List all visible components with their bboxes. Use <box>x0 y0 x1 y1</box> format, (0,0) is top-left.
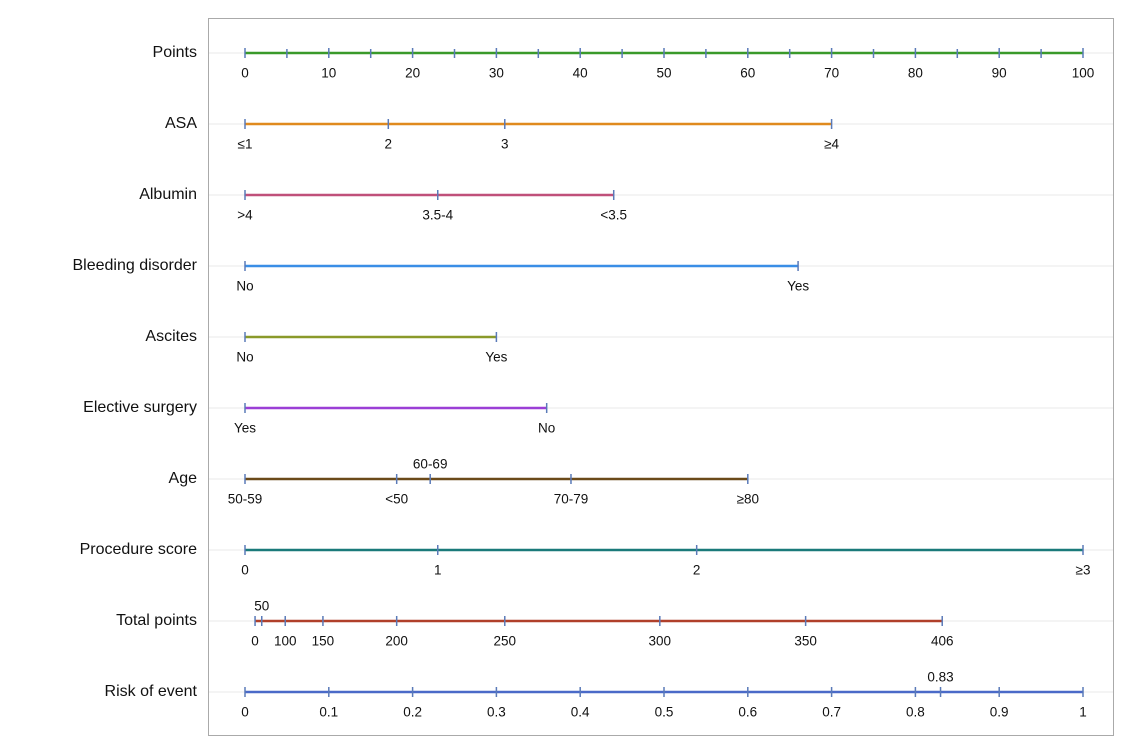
frame <box>208 18 1114 736</box>
tick-label: 0.3 <box>487 705 506 720</box>
level-label: No <box>538 421 555 436</box>
level-label: 406 <box>931 634 954 649</box>
tick-label: 90 <box>992 66 1007 81</box>
level-label: Yes <box>485 350 507 365</box>
tick-label: 0.6 <box>738 705 757 720</box>
row-label: Bleeding disorder <box>72 257 197 274</box>
level-label: 0 <box>251 634 259 649</box>
level-label: >4 <box>237 208 253 223</box>
tick-label: 0 <box>241 66 249 81</box>
level-label: 2 <box>385 137 393 152</box>
level-label: ≥3 <box>1076 563 1091 578</box>
level-label: 350 <box>794 634 817 649</box>
level-label: 60-69 <box>413 457 448 472</box>
row-label: Albumin <box>139 186 197 203</box>
row-label: Elective surgery <box>83 399 197 416</box>
level-label: Yes <box>787 279 809 294</box>
level-label: 150 <box>312 634 335 649</box>
marked-label: 0.83 <box>927 670 953 685</box>
tick-label: 0.8 <box>906 705 925 720</box>
row-label: Risk of event <box>105 683 198 700</box>
level-label: 200 <box>385 634 408 649</box>
tick-label: 40 <box>573 66 588 81</box>
level-label: <3.5 <box>600 208 627 223</box>
level-label: 70-79 <box>554 492 589 507</box>
tick-label: 10 <box>321 66 336 81</box>
level-label: 50 <box>254 599 269 614</box>
level-label: No <box>236 350 253 365</box>
level-label: 300 <box>649 634 672 649</box>
tick-label: 1 <box>1079 705 1087 720</box>
tick-label: 0.4 <box>571 705 590 720</box>
tick-label: 0.2 <box>403 705 422 720</box>
level-label: 50-59 <box>228 492 263 507</box>
level-label: 1 <box>434 563 442 578</box>
tick-label: 0 <box>241 705 249 720</box>
level-label: 100 <box>274 634 297 649</box>
row-label: Ascites <box>145 328 197 345</box>
tick-label: 30 <box>489 66 504 81</box>
row-label: Total points <box>116 612 197 629</box>
tick-label: 70 <box>824 66 839 81</box>
tick-label: 60 <box>740 66 755 81</box>
tick-label: 80 <box>908 66 923 81</box>
level-label: 3.5-4 <box>422 208 453 223</box>
level-label: ≥4 <box>824 137 839 152</box>
level-label: 3 <box>501 137 509 152</box>
tick-label: 0.5 <box>655 705 674 720</box>
tick-label: 50 <box>656 66 671 81</box>
row-label: Points <box>153 44 197 61</box>
tick-label: 0.1 <box>319 705 338 720</box>
level-label: No <box>236 279 253 294</box>
row-label: ASA <box>165 115 197 132</box>
tick-label: 0.7 <box>822 705 841 720</box>
level-label: ≤1 <box>238 137 253 152</box>
level-label: 250 <box>494 634 517 649</box>
level-label: Yes <box>234 421 256 436</box>
level-label: ≥80 <box>737 492 759 507</box>
row-label: Procedure score <box>80 541 197 558</box>
level-label: 0 <box>241 563 249 578</box>
tick-label: 100 <box>1072 66 1095 81</box>
tick-label: 20 <box>405 66 420 81</box>
level-label: <50 <box>385 492 408 507</box>
tick-label: 0.9 <box>990 705 1009 720</box>
level-label: 2 <box>693 563 701 578</box>
row-label: Age <box>169 470 198 487</box>
